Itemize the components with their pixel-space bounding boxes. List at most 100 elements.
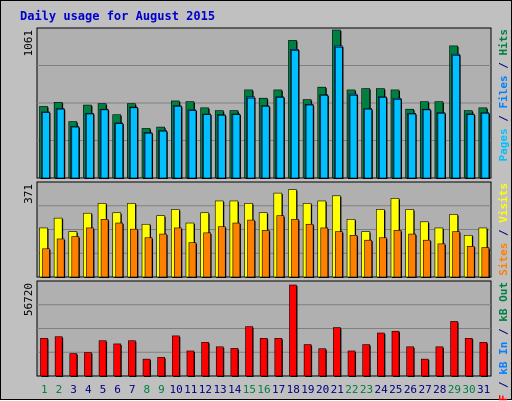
day-label-22: 22 <box>345 383 358 396</box>
pages-bar <box>115 123 124 179</box>
sites-bar <box>276 215 285 278</box>
pages-bar <box>305 104 314 179</box>
legend-entry: Pages <box>497 128 510 161</box>
pages-bar <box>232 114 241 179</box>
sites-bar <box>86 227 94 278</box>
sites-bar <box>188 242 197 278</box>
pages-bar <box>291 50 299 179</box>
sites-bar <box>291 219 299 278</box>
day-label-27: 27 <box>418 383 431 396</box>
pages-bar <box>100 109 109 179</box>
day-label-3: 3 <box>70 383 77 396</box>
sites-bar <box>335 231 343 278</box>
kb-bar <box>391 330 400 377</box>
pages-bar <box>86 113 94 179</box>
day-label-14: 14 <box>228 383 242 396</box>
day-label-2: 2 <box>56 383 63 396</box>
kb-bar <box>479 342 488 377</box>
day-label-20: 20 <box>316 383 329 396</box>
day-label-6: 6 <box>114 383 121 396</box>
sites-bar <box>247 219 255 278</box>
day-label-8: 8 <box>144 383 151 396</box>
day-label-31: 31 <box>477 383 490 396</box>
kb-bar <box>128 340 136 377</box>
kb-bar <box>450 321 458 377</box>
sites-bar <box>437 243 446 278</box>
kb-bar <box>84 352 92 377</box>
sites-bar <box>159 233 167 278</box>
day-label-17: 17 <box>272 383 285 396</box>
day-label-15: 15 <box>243 383 256 396</box>
sites-bar <box>364 239 372 278</box>
pages-bar <box>203 114 211 179</box>
sites-bar <box>144 237 153 278</box>
pages-bar <box>466 114 475 179</box>
day-label-23: 23 <box>360 383 373 396</box>
kb-bar <box>54 336 63 377</box>
chart-title: Daily usage for August 2015 <box>20 9 215 23</box>
kb-bar <box>435 346 444 377</box>
pages-bar <box>217 115 226 179</box>
kb-bar <box>274 337 283 377</box>
pages-bar <box>481 113 490 179</box>
pages-bar <box>144 132 153 179</box>
kb-bar <box>318 348 327 377</box>
pages-bar <box>408 113 416 179</box>
sites-bar <box>71 236 80 278</box>
day-label-10: 10 <box>170 383 183 396</box>
legend-entry: Visits <box>497 183 510 223</box>
kb-bar <box>230 348 239 377</box>
kbin-kbout-ymax-label: 56720 <box>22 283 35 316</box>
sites-bar <box>56 238 65 278</box>
kb-bar <box>113 343 122 377</box>
pages-bar <box>71 126 80 179</box>
legend-entry: / <box>497 322 510 342</box>
hits-files-pages-legend: Pages / Files / Hits <box>497 29 510 162</box>
day-label-5: 5 <box>100 383 107 396</box>
day-label-4: 4 <box>85 383 92 396</box>
day-label-7: 7 <box>129 383 136 396</box>
legend-entry: Sites <box>497 243 510 276</box>
day-label-9: 9 <box>158 383 165 396</box>
pages-bar <box>42 112 50 179</box>
visits-sites-legend: Sites / Visits <box>497 183 510 276</box>
kb-bar <box>333 327 341 377</box>
sites-bar <box>481 247 490 278</box>
sites-bar <box>217 226 226 278</box>
day-label-21: 21 <box>331 383 344 396</box>
day-label-1: 1 <box>41 383 48 396</box>
kb-bar <box>69 353 78 377</box>
legend-entry: / <box>497 375 510 395</box>
sites-bar <box>261 230 270 278</box>
kb-bar <box>157 357 165 377</box>
kb-bar <box>362 344 370 377</box>
pages-bar <box>174 106 182 179</box>
pages-bar <box>188 110 197 179</box>
legend-entry: Files <box>497 75 510 108</box>
pages-bar <box>379 97 387 179</box>
pages-bar <box>261 106 270 179</box>
legend-entry: / <box>497 223 510 243</box>
sites-bar <box>349 235 358 278</box>
sites-bar <box>393 230 402 278</box>
kb-bar <box>259 337 268 377</box>
legend-entry: kB In <box>497 342 510 375</box>
kb-bar <box>420 358 429 377</box>
day-label-12: 12 <box>199 383 212 396</box>
pages-bar <box>56 108 65 179</box>
sites-bar <box>100 219 109 278</box>
day-label-30: 30 <box>462 383 475 396</box>
day-label-28: 28 <box>433 383 446 396</box>
kbin-kbout-legend: kB F / kB In / kB Out <box>497 282 510 401</box>
pages-bar <box>349 95 358 179</box>
pages-bar <box>422 109 431 179</box>
pages-bar <box>452 55 460 179</box>
legend-entry: Hits <box>497 29 510 56</box>
day-label-19: 19 <box>301 383 314 396</box>
day-label-16: 16 <box>257 383 270 396</box>
legend-entry: / <box>497 56 510 76</box>
sites-bar <box>203 232 211 278</box>
kb-bar <box>406 346 414 377</box>
sites-bar <box>320 227 329 278</box>
